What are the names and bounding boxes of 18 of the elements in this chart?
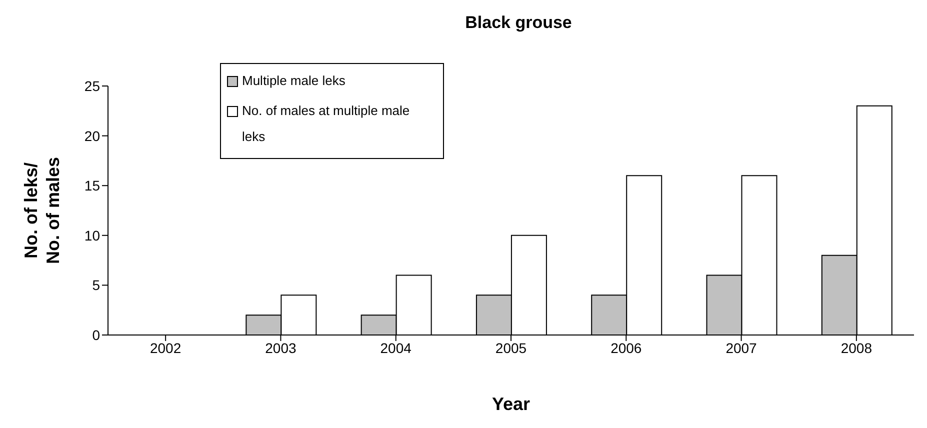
x-tick-label: 2004: [380, 340, 412, 356]
y-tick-label: 10: [84, 227, 100, 244]
x-tick-label: 2007: [726, 340, 758, 356]
chart-title: Black grouse: [464, 12, 573, 34]
y-tick-label: 25: [84, 78, 100, 94]
y-tick-label: 15: [84, 178, 100, 194]
y-tick-label: 0: [92, 326, 100, 343]
x-tick-label: 2008: [840, 340, 872, 356]
x-tick-label: 2006: [610, 340, 642, 356]
legend-label: No. of males at multiple male leks: [242, 102, 411, 146]
legend-label: Multiple male leks: [242, 72, 346, 90]
x-tick-label: 2003: [265, 340, 296, 356]
y-axis-title: No. of leks/ No. of males: [21, 156, 63, 264]
x-tick-label: 2002: [150, 340, 182, 356]
x-axis-title: Year: [492, 394, 530, 414]
x-tick-label: 2005: [495, 340, 527, 356]
y-tick-label: 20: [84, 128, 100, 144]
y-tick-label: 5: [92, 277, 100, 294]
